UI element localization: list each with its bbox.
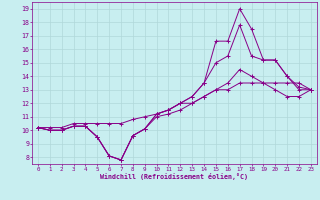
X-axis label: Windchill (Refroidissement éolien,°C): Windchill (Refroidissement éolien,°C)	[100, 173, 248, 180]
